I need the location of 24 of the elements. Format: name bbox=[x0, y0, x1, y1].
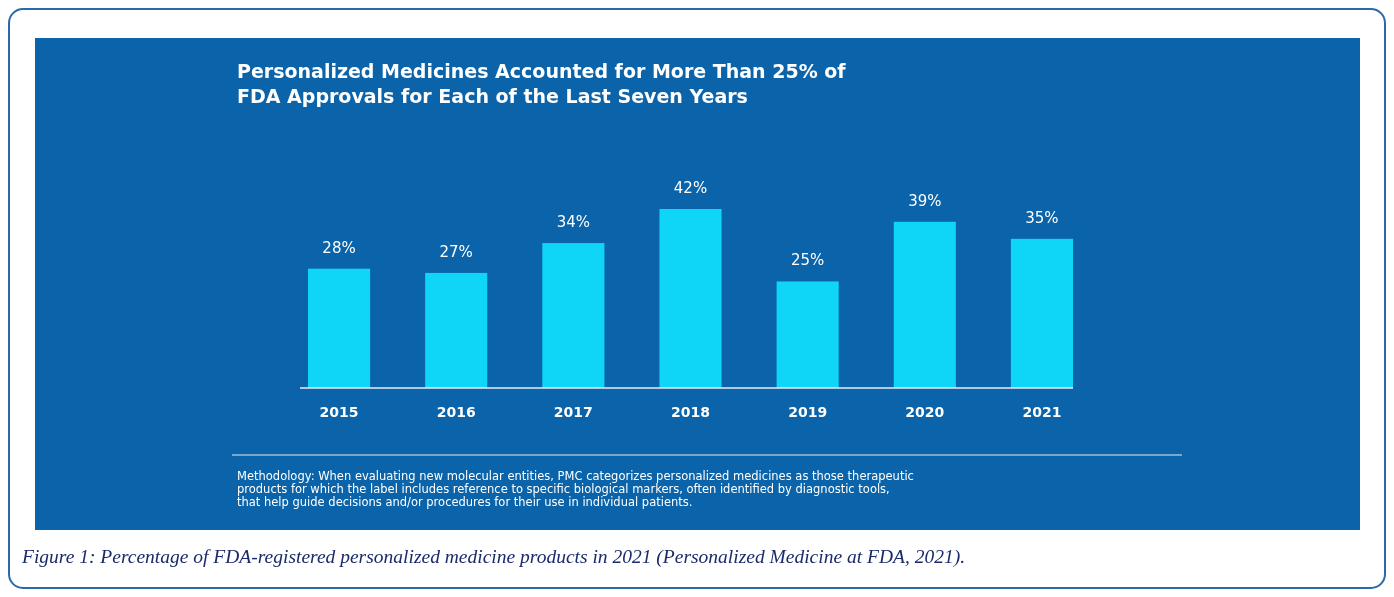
data-label: 42% bbox=[673, 179, 708, 197]
text: Methodology: When evaluating new molecular entities, PMC categorizes personalized medicines as those therapeutic products for which the label includes reference to specific biological markers, often identified by diagnostic tools, that help guide decisions and/or procedures for their use in individual patients. bbox=[237, 469, 914, 509]
data-label: 25% bbox=[790, 251, 825, 270]
x-tick-label: 2020 bbox=[905, 404, 945, 420]
data-label: 34% bbox=[556, 213, 591, 232]
data-label: 35% bbox=[1025, 208, 1059, 227]
bar bbox=[893, 221, 956, 388]
bar bbox=[1010, 238, 1073, 388]
x-tick-label: 2017 bbox=[553, 404, 593, 420]
data-label: 28% bbox=[322, 238, 356, 257]
x-tick-label: 2016 bbox=[436, 404, 476, 420]
caption: Figure 1: Percentage of FDA-registered personalized medicine products in 2021 (Personalized Medicine at FDA, 2021). bbox=[21, 546, 966, 568]
x-tick-label: 2019 bbox=[788, 404, 828, 420]
data-label: 27% bbox=[439, 242, 473, 261]
bar bbox=[776, 281, 839, 388]
x-tick-label: 2018 bbox=[671, 404, 710, 420]
x-tick-label: 2021 bbox=[1022, 404, 1062, 420]
bar bbox=[659, 209, 722, 388]
data-label: 39% bbox=[908, 191, 942, 210]
bar bbox=[308, 268, 371, 388]
bar bbox=[542, 243, 605, 388]
chart-title: Personalized Medicines Accounted for More Than 25% of FDA Approvals for Each of the Last Seven Years bbox=[237, 60, 847, 107]
bar bbox=[425, 272, 488, 388]
x-tick-label: 2015 bbox=[319, 404, 359, 420]
